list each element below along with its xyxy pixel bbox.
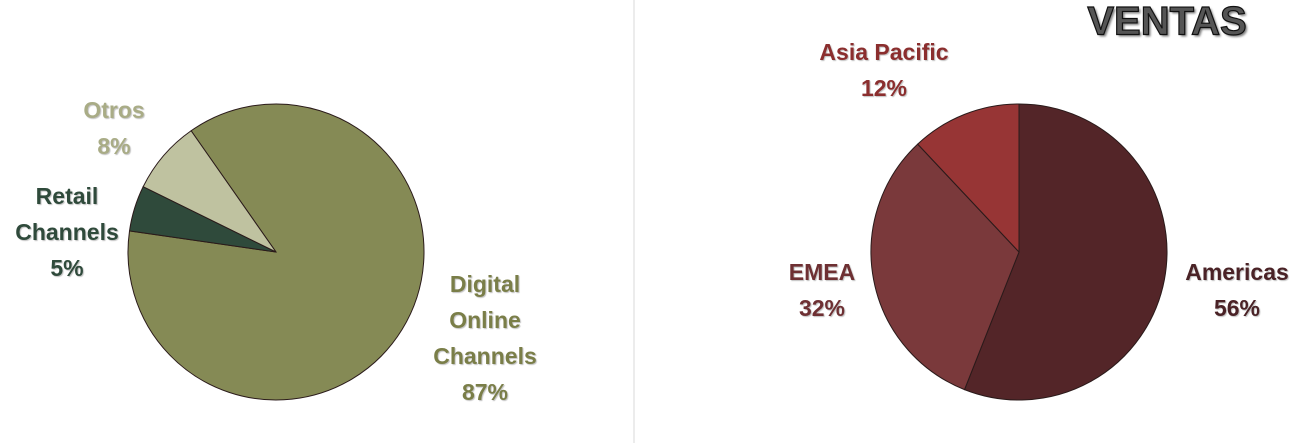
value-label: 87%: [461, 379, 509, 405]
category-label: EMEA: [788, 259, 856, 285]
chart-title: VENTAS: [1087, 0, 1247, 44]
data-label: Digital Online Channels 87%: [420, 266, 550, 410]
data-label: Americas 56%: [1172, 254, 1302, 326]
pie-slice: [963, 103, 1168, 401]
value-label: 5%: [50, 255, 84, 281]
category-label: Retail Channels: [15, 183, 119, 245]
value-label: 32%: [798, 295, 846, 321]
pie-slice: [142, 130, 277, 253]
data-label: Asia Pacific 12%: [794, 34, 974, 106]
value-label: 12%: [860, 75, 908, 101]
category-label: Americas: [1185, 259, 1289, 285]
category-label: Asia Pacific: [819, 39, 949, 65]
data-label: Retail Channels 5%: [12, 178, 122, 286]
value-label: 56%: [1213, 295, 1261, 321]
category-label: Otros: [83, 97, 145, 123]
data-label: EMEA 32%: [772, 254, 872, 326]
pie-slice: [916, 103, 1020, 254]
category-label: Digital Online Channels: [433, 271, 537, 369]
pie-slice: [870, 143, 1020, 391]
value-label: 8%: [97, 133, 131, 159]
data-label: Otros 8%: [69, 92, 159, 164]
